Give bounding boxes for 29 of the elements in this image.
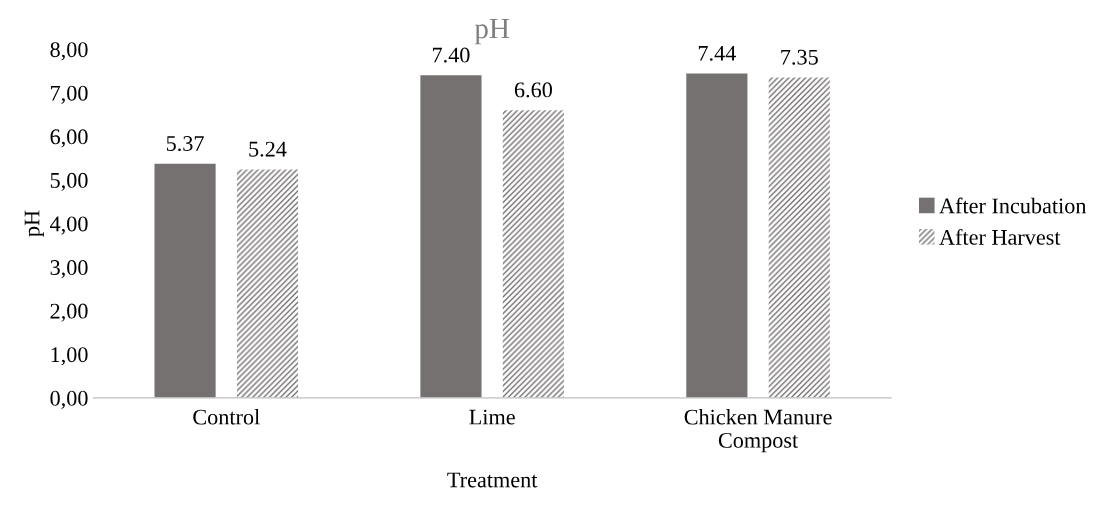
y-tick-label: 2,00 — [50, 303, 88, 322]
data-label: 7.44 — [698, 45, 736, 61]
legend-label: After Incubation — [939, 197, 1087, 214]
data-label: 5.24 — [249, 141, 287, 157]
y-tick-label: 3,00 — [50, 260, 88, 279]
y-tick-label: 5,00 — [50, 172, 88, 192]
y-tick-label: 6,00 — [50, 129, 88, 148]
y-tick-label: 4,00 — [50, 216, 88, 235]
x-tick-label: Lime — [469, 409, 515, 425]
bar — [420, 75, 482, 398]
bar — [768, 77, 830, 398]
chart-title: pH — [474, 19, 510, 45]
y-tick-label: 7,00 — [51, 85, 88, 104]
bar — [236, 169, 299, 398]
y-tick-label: 0,00 — [50, 390, 88, 409]
data-label: 7.35 — [781, 49, 818, 65]
data-label: 5.37 — [166, 136, 204, 152]
bar — [686, 73, 748, 398]
bar — [502, 110, 564, 398]
data-label: 6.60 — [514, 82, 552, 98]
y-tick-label: 1,00 — [51, 347, 88, 366]
y-axis-title: pH — [24, 210, 45, 237]
data-label: 7.40 — [432, 47, 470, 63]
y-tick-label: 8,00 — [50, 42, 88, 61]
legend-label: After Harvest — [939, 228, 1061, 245]
x-tick-label: Control — [193, 408, 260, 425]
x-tick-label: Chicken Manure Compost — [684, 408, 832, 453]
bar — [154, 163, 216, 398]
x-axis-title: Treatment — [447, 472, 538, 488]
